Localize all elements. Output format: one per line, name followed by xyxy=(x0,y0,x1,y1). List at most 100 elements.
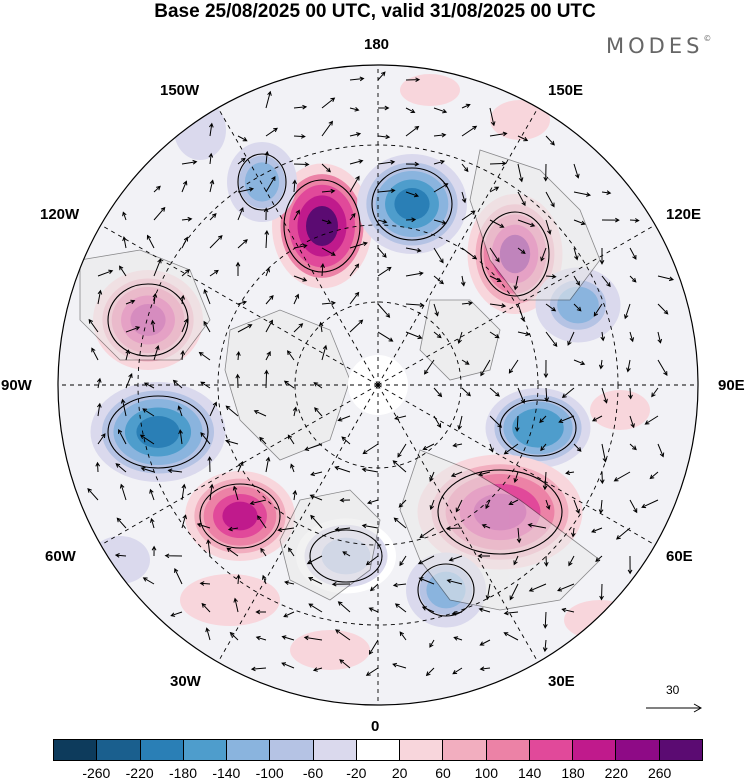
wind-arrow xyxy=(321,188,336,194)
wind-arrow xyxy=(480,359,491,377)
wind-arrow xyxy=(118,428,127,445)
wind-arrow xyxy=(284,580,295,585)
wind-arrow xyxy=(318,321,324,333)
negative-anomaly-kara-sea xyxy=(521,415,555,441)
wind-arrow xyxy=(599,471,605,485)
wind-arrow xyxy=(568,555,575,567)
wind-arrow xyxy=(405,161,420,167)
wind-arrow xyxy=(209,401,217,417)
wind-arrow xyxy=(349,159,364,165)
graticule xyxy=(58,65,698,705)
wind-arrow xyxy=(342,551,351,557)
wind-arrow xyxy=(398,499,407,508)
wind-arrow xyxy=(119,265,127,277)
wind-arrow xyxy=(235,261,241,276)
wind-arrow xyxy=(170,611,183,617)
wind-arrow xyxy=(542,471,548,491)
wind-arrow xyxy=(361,467,379,473)
wind-arrow xyxy=(293,134,306,139)
wind-arrow xyxy=(321,120,334,137)
wind-arrow xyxy=(365,555,379,566)
wind-arrow xyxy=(180,350,185,361)
wind-arrow xyxy=(573,499,580,514)
colorbar-tick-label: 140 xyxy=(517,765,542,781)
wind-arrow xyxy=(236,350,241,361)
wind-arrow xyxy=(489,303,507,308)
wind-arrow xyxy=(561,387,575,399)
wind-arrow xyxy=(142,577,155,585)
wind-arrow xyxy=(377,159,396,165)
height-contour xyxy=(371,167,453,241)
wind-arrow xyxy=(461,387,471,397)
wind-arrow xyxy=(321,219,332,225)
wind-arrow xyxy=(320,263,325,277)
wind-arrow xyxy=(545,303,557,312)
wind-arrow xyxy=(349,76,365,82)
wind-arrow xyxy=(425,667,435,677)
wind-arrow xyxy=(457,415,463,431)
colorbar-swatch xyxy=(97,740,141,760)
wind-arrow xyxy=(334,465,351,473)
wind-arrow xyxy=(264,229,270,249)
wind-arrow xyxy=(545,191,555,208)
wind-arrow xyxy=(629,415,635,429)
wind-arrow xyxy=(545,135,555,146)
wind-arrow xyxy=(97,269,114,277)
minor-anomaly xyxy=(174,100,226,160)
wind-arrow xyxy=(120,398,127,417)
wind-arrow xyxy=(591,527,603,533)
wind-arrow xyxy=(393,517,407,529)
wind-arrow xyxy=(377,188,396,194)
wind-arrow xyxy=(349,175,360,193)
wind-arrow xyxy=(573,303,582,312)
wind-arrow xyxy=(235,373,241,389)
height-contour xyxy=(480,211,550,297)
wind-arrow xyxy=(433,159,446,165)
wind-arrow xyxy=(545,274,557,279)
wind-arrow xyxy=(418,577,435,585)
wind-arrow xyxy=(321,97,336,109)
wind-arrow xyxy=(224,439,239,445)
wind-arrow xyxy=(349,132,362,137)
wind-arrow xyxy=(142,408,155,417)
wind-arrow xyxy=(201,602,211,613)
wind-arrow xyxy=(265,127,278,137)
wind-arrow xyxy=(265,351,271,361)
wind-arrow xyxy=(528,583,547,592)
wind-arrow xyxy=(167,468,183,474)
wind-arrow xyxy=(601,387,608,404)
wind-arrow xyxy=(125,299,136,305)
wind-arrow xyxy=(91,347,99,361)
wind-arrow xyxy=(369,583,379,592)
wind-arrow xyxy=(310,471,323,477)
colorbar-tick-label: 220 xyxy=(604,765,629,781)
wind-arrow xyxy=(287,434,295,445)
minor-anomaly xyxy=(180,574,280,626)
wind-arrow xyxy=(503,610,519,616)
wind-arrow xyxy=(181,269,190,277)
wind-arrow xyxy=(203,288,211,305)
wind-arrow xyxy=(419,527,435,539)
lon-label-180: 180 xyxy=(364,36,390,53)
wind-arrow xyxy=(429,499,435,511)
wind-arrow xyxy=(265,90,272,109)
wind-arrow xyxy=(651,387,659,398)
wind-arrow xyxy=(97,289,103,305)
wind-arrow xyxy=(561,607,575,613)
wind-arrow xyxy=(489,186,500,193)
wind-arrow xyxy=(349,241,368,249)
wind-arrow xyxy=(489,247,500,263)
wind-arrow xyxy=(452,667,463,675)
wind-arrow xyxy=(629,499,638,514)
wind-arrow xyxy=(517,219,536,227)
map-boundary xyxy=(57,64,699,706)
wind-arrow xyxy=(405,77,421,83)
colorbar xyxy=(53,739,703,761)
colorbar-swatch xyxy=(270,740,314,760)
colorbar-swatch xyxy=(443,740,487,760)
wind-arrow xyxy=(542,639,548,653)
wind-arrow xyxy=(150,319,156,333)
wind-arrow xyxy=(309,494,323,501)
wind-arrow xyxy=(263,207,269,221)
wind-arrow xyxy=(460,275,466,287)
